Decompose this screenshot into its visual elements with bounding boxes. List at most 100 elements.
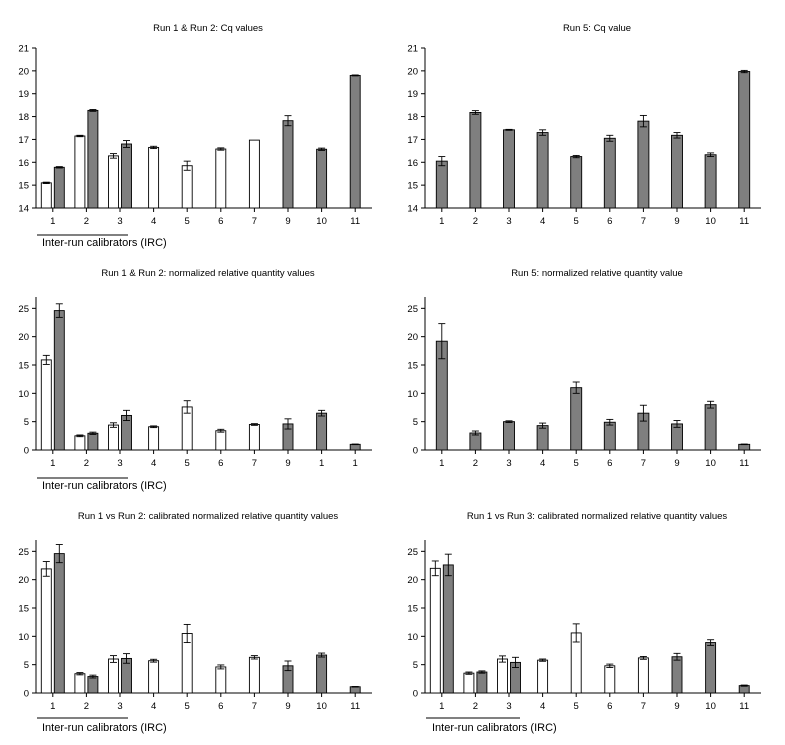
y-tick-label: 0 bbox=[24, 446, 29, 457]
bar bbox=[53, 166, 65, 209]
bar bbox=[503, 129, 515, 209]
chart-title: Run 1 vs Run 2: calibrated normalized re… bbox=[78, 511, 339, 522]
x-tick-label: 11 bbox=[350, 701, 360, 712]
y-tick-label: 0 bbox=[24, 689, 29, 700]
y-tick-label: 10 bbox=[18, 632, 29, 643]
y-tick-label: 0 bbox=[413, 689, 418, 700]
bar bbox=[738, 443, 751, 451]
x-tick-label: 5 bbox=[574, 458, 579, 469]
bar bbox=[148, 426, 160, 451]
y-tick-label: 0 bbox=[413, 446, 418, 457]
bar bbox=[108, 424, 119, 451]
x-tick-label: 10 bbox=[316, 216, 327, 227]
chart-panel-5: Run 1 vs Run 2: calibrated normalized re… bbox=[18, 511, 372, 734]
bar bbox=[87, 676, 99, 694]
x-tick-label: 9 bbox=[285, 458, 290, 469]
y-tick-label: 10 bbox=[18, 389, 29, 400]
y-tick-label: 15 bbox=[407, 361, 418, 372]
bar bbox=[536, 425, 549, 451]
bar bbox=[40, 359, 52, 451]
x-tick-label: 6 bbox=[218, 701, 223, 712]
y-tick-label: 17 bbox=[18, 135, 29, 146]
x-tick-label: 6 bbox=[607, 701, 612, 712]
x-tick-label: 1 bbox=[439, 701, 444, 712]
x-tick-label: 6 bbox=[218, 216, 223, 227]
bar bbox=[637, 120, 650, 209]
x-tick-label: 5 bbox=[185, 216, 190, 227]
chart-title: Run 5: Cq value bbox=[563, 23, 631, 34]
y-tick-label: 5 bbox=[413, 417, 418, 428]
y-tick-label: 18 bbox=[18, 112, 29, 123]
x-tick-label: 3 bbox=[506, 458, 511, 469]
x-tick-label: 3 bbox=[117, 458, 122, 469]
bar bbox=[537, 659, 549, 694]
x-tick-label: 11 bbox=[739, 216, 749, 227]
bar bbox=[349, 74, 361, 209]
bar bbox=[87, 109, 99, 209]
y-tick-label: 15 bbox=[407, 181, 418, 192]
y-tick-label: 21 bbox=[18, 44, 29, 55]
x-tick-label: 5 bbox=[185, 458, 190, 469]
x-tick-label: 1 bbox=[319, 458, 324, 469]
x-tick-label: 7 bbox=[641, 701, 646, 712]
bar bbox=[435, 160, 448, 209]
y-tick-label: 19 bbox=[407, 89, 418, 100]
x-tick-label: 4 bbox=[151, 216, 156, 227]
y-tick-label: 18 bbox=[407, 112, 418, 123]
x-tick-label: 1 bbox=[439, 458, 444, 469]
y-tick-label: 15 bbox=[18, 181, 29, 192]
bar bbox=[53, 310, 65, 451]
x-tick-label: 4 bbox=[540, 701, 545, 712]
bar bbox=[503, 421, 515, 451]
bar bbox=[215, 666, 227, 694]
bar bbox=[497, 658, 508, 694]
y-tick-label: 16 bbox=[18, 158, 29, 169]
bar bbox=[463, 672, 475, 694]
bar bbox=[40, 182, 52, 209]
bar bbox=[40, 568, 52, 694]
x-tick-label: 11 bbox=[739, 701, 749, 712]
chart-title: Run 1 & Run 2: normalized relative quant… bbox=[101, 268, 315, 279]
y-tick-label: 5 bbox=[24, 417, 29, 428]
y-tick-label: 20 bbox=[407, 332, 418, 343]
x-tick-label: 7 bbox=[252, 701, 257, 712]
y-tick-label: 15 bbox=[18, 361, 29, 372]
x-tick-label: 9 bbox=[674, 458, 679, 469]
bar bbox=[215, 148, 227, 209]
x-tick-label: 1 bbox=[50, 458, 55, 469]
x-tick-label: 1 bbox=[439, 216, 444, 227]
x-tick-label: 2 bbox=[473, 216, 478, 227]
x-tick-label: 1 bbox=[50, 701, 55, 712]
x-tick-label: 10 bbox=[316, 701, 327, 712]
y-tick-label: 15 bbox=[407, 604, 418, 615]
x-tick-label: 5 bbox=[574, 216, 579, 227]
y-tick-label: 20 bbox=[407, 66, 418, 77]
x-tick-label: 6 bbox=[607, 458, 612, 469]
x-tick-label: 9 bbox=[285, 216, 290, 227]
bar bbox=[108, 155, 119, 209]
y-tick-label: 14 bbox=[407, 204, 418, 215]
x-tick-label: 1 bbox=[50, 216, 55, 227]
bar bbox=[282, 120, 294, 209]
bar bbox=[704, 154, 717, 209]
x-tick-label: 9 bbox=[674, 701, 679, 712]
x-tick-label: 2 bbox=[84, 701, 89, 712]
bar bbox=[570, 156, 583, 209]
y-tick-label: 20 bbox=[407, 575, 418, 586]
y-tick-label: 19 bbox=[18, 89, 29, 100]
y-tick-label: 20 bbox=[18, 66, 29, 77]
bar bbox=[637, 657, 649, 694]
x-tick-label: 3 bbox=[506, 701, 511, 712]
irc-label: Inter-run calibrators (IRC) bbox=[42, 480, 167, 492]
bar bbox=[87, 432, 99, 451]
bar bbox=[181, 165, 193, 209]
x-tick-label: 9 bbox=[674, 216, 679, 227]
bar bbox=[705, 642, 717, 694]
bar bbox=[671, 656, 683, 694]
x-tick-label: 5 bbox=[185, 701, 190, 712]
x-tick-label: 4 bbox=[151, 701, 156, 712]
x-tick-label: 4 bbox=[540, 216, 545, 227]
chart-title: Run 1 & Run 2: Cq values bbox=[153, 23, 263, 34]
bar bbox=[469, 432, 482, 451]
